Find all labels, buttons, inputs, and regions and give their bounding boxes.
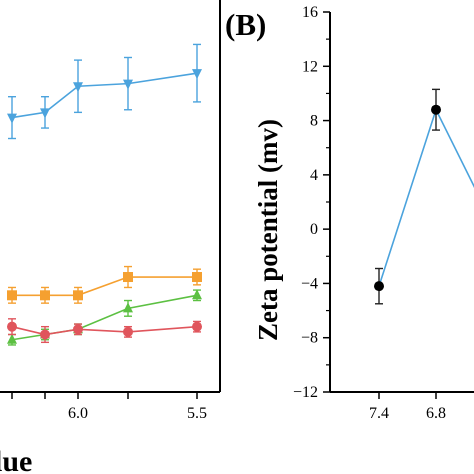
series-a1-point [7, 95, 17, 140]
series-a2-marker [40, 290, 50, 301]
y-tick-label: 4 [310, 167, 318, 184]
series-a1-marker [40, 108, 50, 119]
panel-a-x-axis-title-fragment: lue [0, 445, 32, 474]
series-b1-marker [431, 104, 441, 115]
series-a1-marker [73, 82, 83, 93]
series-a2-point [123, 265, 133, 289]
series-a1-point [123, 56, 133, 111]
series-a1-marker [7, 113, 17, 124]
series-a4-line [11, 325, 198, 336]
panel-b-y-ticks: 16 12 8 4 0 −4 −8 −12 [293, 4, 330, 401]
series-a2-line [12, 276, 197, 297]
y-tick-label: −4 [301, 275, 318, 292]
series-a1-marker [123, 79, 133, 90]
panel-a-plot-area [7, 43, 202, 346]
series-a1-line [11, 72, 198, 119]
panel-b: (B) Zeta potential (mv) 16 12 8 4 0 −4 −8 −12 7… [225, 4, 474, 422]
panel-a: 6.0 5.5 lue [0, 0, 221, 474]
series-a2-point [192, 268, 202, 286]
panel-b-plot-area [374, 88, 474, 305]
series-a2-marker [192, 272, 202, 283]
series-a2-point [7, 286, 17, 304]
series-a1-point [40, 95, 50, 129]
y-tick-label: 8 [310, 113, 318, 130]
series-a2-point [73, 286, 83, 304]
series-a4-point [40, 325, 50, 344]
y-tick-label: −12 [293, 384, 318, 401]
series-a2-point [40, 286, 50, 304]
panel-b-x-ticks: 7.4 6.8 [369, 392, 446, 422]
series-a4-marker [192, 321, 202, 332]
panel-b-y-axis-title: Zeta potential (mv) [253, 119, 283, 341]
series-a4-marker [40, 329, 50, 340]
y-tick-label: −8 [301, 330, 318, 347]
series-a4-marker [73, 324, 83, 335]
panel-b-label: (B) [225, 7, 266, 42]
x-tick-label: 6.8 [426, 405, 446, 422]
series-b1-marker [374, 281, 384, 292]
x-tick-label: 6.0 [68, 405, 88, 422]
series-a3-point [192, 289, 202, 302]
series-b1-point [374, 267, 384, 305]
series-a1-marker [192, 69, 202, 80]
series-a3-marker [123, 302, 133, 313]
series-a3-point [123, 299, 133, 317]
series-a2-marker [123, 272, 133, 283]
series-a3-marker [7, 333, 17, 344]
series-a4-marker [7, 321, 17, 332]
y-tick-label: 16 [302, 4, 318, 21]
series-a4-point [73, 323, 83, 336]
series-b1-line [378, 107, 474, 287]
x-tick-label: 7.4 [369, 405, 389, 422]
series-b1-point [431, 88, 441, 131]
series-a4-point [192, 320, 202, 333]
series-a2-marker [7, 290, 17, 301]
y-tick-label: 12 [302, 58, 318, 75]
panel-a-x-ticks: 6.0 5.5 [11, 392, 207, 422]
series-a1-point [192, 43, 202, 103]
x-tick-label: 5.5 [187, 405, 207, 422]
series-a1-point [73, 59, 83, 114]
series-a2-marker [73, 290, 83, 301]
series-a3-marker [192, 289, 202, 300]
series-a4-point [7, 318, 17, 336]
y-tick-label: 0 [310, 221, 318, 238]
series-a4-marker [123, 326, 133, 337]
series-a4-point [123, 325, 133, 338]
